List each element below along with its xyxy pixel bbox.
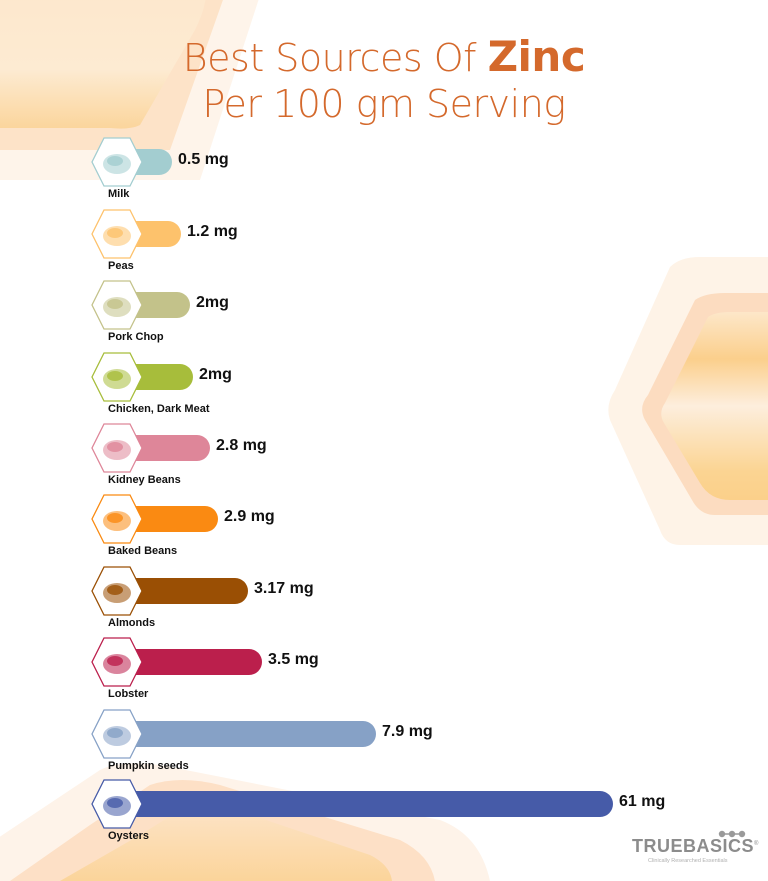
category-label: Lobster: [108, 688, 149, 700]
brand-name: TRUEBASICS: [632, 836, 755, 856]
chart-title-line1: Best Sources Of Zinc: [0, 32, 768, 81]
bar-row: 3.5 mg Lobster: [0, 637, 768, 732]
oysters-icon: [91, 779, 143, 829]
bar-row: 0.5 mg Milk: [0, 137, 768, 232]
bar: [120, 791, 613, 817]
value-label: 3.17 mg: [254, 580, 314, 597]
bar-row: 61 mg Oysters: [0, 779, 768, 874]
value-label: 0.5 mg: [178, 151, 229, 168]
category-label: Peas: [108, 260, 134, 272]
category-label: Kidney Beans: [108, 474, 181, 486]
lobster-icon: [91, 637, 143, 687]
peas-icon: [91, 209, 143, 259]
baked-beans-icon: [91, 494, 143, 544]
chicken-icon: [91, 352, 143, 402]
bar-row: 2.8 mg Kidney Beans: [0, 423, 768, 518]
value-label: 3.5 mg: [268, 651, 319, 668]
kidney-beans-icon: [91, 423, 143, 473]
brand-tagline: Clinically Researched Essentials: [648, 858, 728, 864]
bar-row: 3.17 mg Almonds: [0, 566, 768, 661]
value-label: 2mg: [196, 294, 229, 311]
category-label: Pork Chop: [108, 331, 164, 343]
brand-logo: TRUEBASICS®: [632, 836, 759, 857]
value-label: 2.8 mg: [216, 437, 267, 454]
almonds-icon: [91, 566, 143, 616]
bar-row: 2mg Pork Chop: [0, 280, 768, 375]
bar-row: 7.9 mg Pumpkin seeds: [0, 709, 768, 804]
value-label: 2mg: [199, 366, 232, 383]
chart-title-line2: Per 100 gm Serving: [202, 82, 566, 126]
value-label: 2.9 mg: [224, 508, 275, 525]
pork-chop-icon: [91, 280, 143, 330]
bar: [120, 721, 376, 747]
milk-bottle-icon: [91, 137, 143, 187]
title-prefix: Best Sources Of: [182, 36, 488, 80]
bar-row: 2mg Chicken, Dark Meat: [0, 352, 768, 447]
bar-row: 1.2 mg Peas: [0, 209, 768, 304]
bar-row: 2.9 mg Baked Beans: [0, 494, 768, 589]
category-label: Oysters: [108, 830, 149, 842]
category-label: Chicken, Dark Meat: [108, 403, 210, 415]
value-label: 1.2 mg: [187, 223, 238, 240]
category-label: Baked Beans: [108, 545, 178, 557]
category-label: Almonds: [108, 617, 156, 629]
value-label: 61 mg: [619, 793, 666, 810]
value-label: 7.9 mg: [382, 723, 433, 740]
category-label: Pumpkin seeds: [108, 760, 189, 772]
title-emphasis-zinc: Zinc: [487, 32, 586, 81]
pumpkin-seeds-icon: [91, 709, 143, 759]
registered-mark: ®: [754, 841, 759, 847]
bar: [120, 649, 262, 675]
logo-dots-icon: [718, 830, 746, 838]
category-label: Milk: [108, 188, 130, 200]
